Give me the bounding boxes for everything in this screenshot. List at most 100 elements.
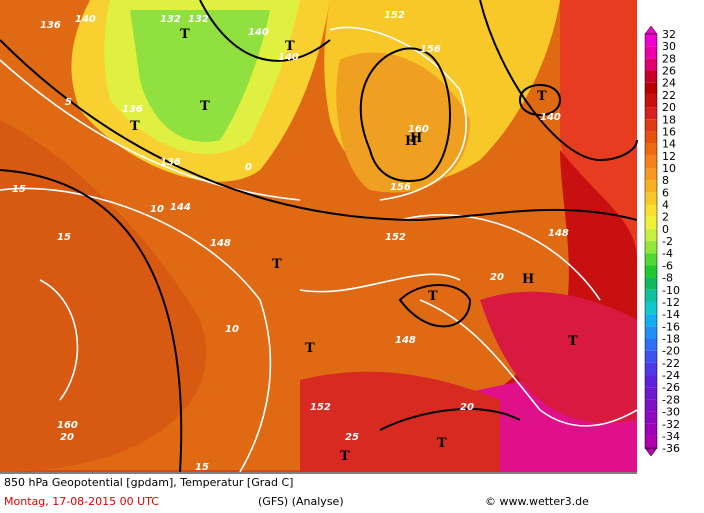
colorbar-label: 12 [662,150,676,163]
footer-model: (GFS) (Analyse) [258,495,344,508]
pressure-center: T [537,89,547,104]
contour-label: 140 [540,112,561,123]
colorbar-band [645,82,657,95]
colorbar-band [645,46,657,59]
contour-label: 152 [384,10,405,21]
colorbar-top [644,25,658,35]
pressure-center: T [180,27,190,42]
colorbar-label: -26 [662,381,680,394]
colorbar-band [645,265,657,278]
colorbar-label: 30 [662,40,676,53]
pressure-center: T [272,257,282,272]
colorbar-label: 2 [662,211,669,224]
colorbar-label: 6 [662,186,669,199]
colorbar-label: -12 [662,296,680,309]
colorbar-label: 16 [662,125,676,138]
colorbar-label: -28 [662,393,680,406]
colorbar-band [645,362,657,376]
contour-label: 20 [460,402,474,413]
contour-label: 156 [420,44,441,55]
pressure-center: H [522,272,534,287]
colorbar-band [645,58,657,71]
colorbar-band [645,399,657,412]
colorbar-label: -32 [662,418,680,431]
colorbar-band [645,350,657,363]
colorbar-label: -22 [662,357,680,370]
colorbar-label: 0 [662,223,669,236]
contour-label: 140 [248,27,269,38]
colorbar-label: 32 [662,28,676,41]
colorbar-bottom [644,447,658,457]
pressure-center: T [285,39,295,54]
colorbar-band [645,143,657,156]
colorbar-label: 8 [662,174,669,187]
colorbar-band [645,107,657,120]
colorbar-label: -30 [662,406,680,419]
colorbar-band [645,423,657,436]
contour-label: 148 [395,335,416,346]
pressure-center: H [405,134,417,149]
footer-title: 850 hPa Geopotential [gpdam], Temperatur… [4,476,293,489]
colorbar-label: -34 [662,430,680,443]
colorbar-label: 4 [662,199,669,212]
colorbar-label: -18 [662,333,680,346]
colorbar-label: 24 [662,77,676,90]
contour-label: 136 [40,20,61,31]
colorbar-label: 10 [662,162,676,175]
colorbar-label: 26 [662,65,676,78]
contour-label: 152 [310,402,331,413]
contour-label: 160 [57,420,78,431]
colorbar-band [645,387,657,400]
colorbar-band [645,167,657,181]
contour-label: 5 [65,97,72,108]
colorbar-band [645,314,657,327]
colorbar-label: -2 [662,235,673,248]
colorbar-label: -4 [662,247,673,260]
contour-label: 132 [188,14,209,25]
colorbar-band [645,375,657,388]
pressure-center: T [437,436,447,451]
colorbar-label: -16 [662,320,680,333]
contour-label: 136 [160,157,181,168]
pressure-center: T [305,341,315,356]
colorbar-band [645,338,657,351]
contour-label: 0 [245,162,252,173]
contour-label: 160 [408,124,429,135]
colorbar-band [645,192,657,205]
colorbar: 32302826242220181614121086420-2-4-6-8-10… [644,25,680,457]
contour-label: 15 [12,184,26,195]
colorbar-label: -14 [662,308,680,321]
colorbar-band [645,253,657,266]
contour-label: 20 [490,272,504,283]
contour-label: 136 [122,104,143,115]
pressure-center: T [340,449,350,464]
colorbar-label: 20 [662,101,676,114]
colorbar-band [645,34,657,47]
colorbar-band [645,435,657,449]
contour-label: 140 [75,14,96,25]
colorbar-band [645,289,657,302]
colorbar-label: -36 [662,442,680,455]
contour-label: 132 [160,14,181,25]
colorbar-band [645,277,657,290]
colorbar-band [645,411,657,424]
colorbar-band [645,119,657,132]
colorbar-band [645,241,657,254]
pressure-center: H [410,131,422,146]
colorbar-band [645,180,657,193]
colorbar-label: -10 [662,284,680,297]
colorbar-label: -20 [662,345,680,358]
contour-label: 152 [385,232,406,243]
colorbar-label: -24 [662,369,680,382]
contour-label: 25 [345,432,359,443]
colorbar-band [645,216,657,229]
footer-credit: © www.wetter3.de [485,495,589,508]
colorbar-label: 14 [662,138,676,151]
colorbar-label: 22 [662,89,676,102]
contour-label: 156 [390,182,411,193]
colorbar-band [645,70,657,83]
pressure-center: T [428,289,438,304]
contour-label: 15 [195,462,209,473]
